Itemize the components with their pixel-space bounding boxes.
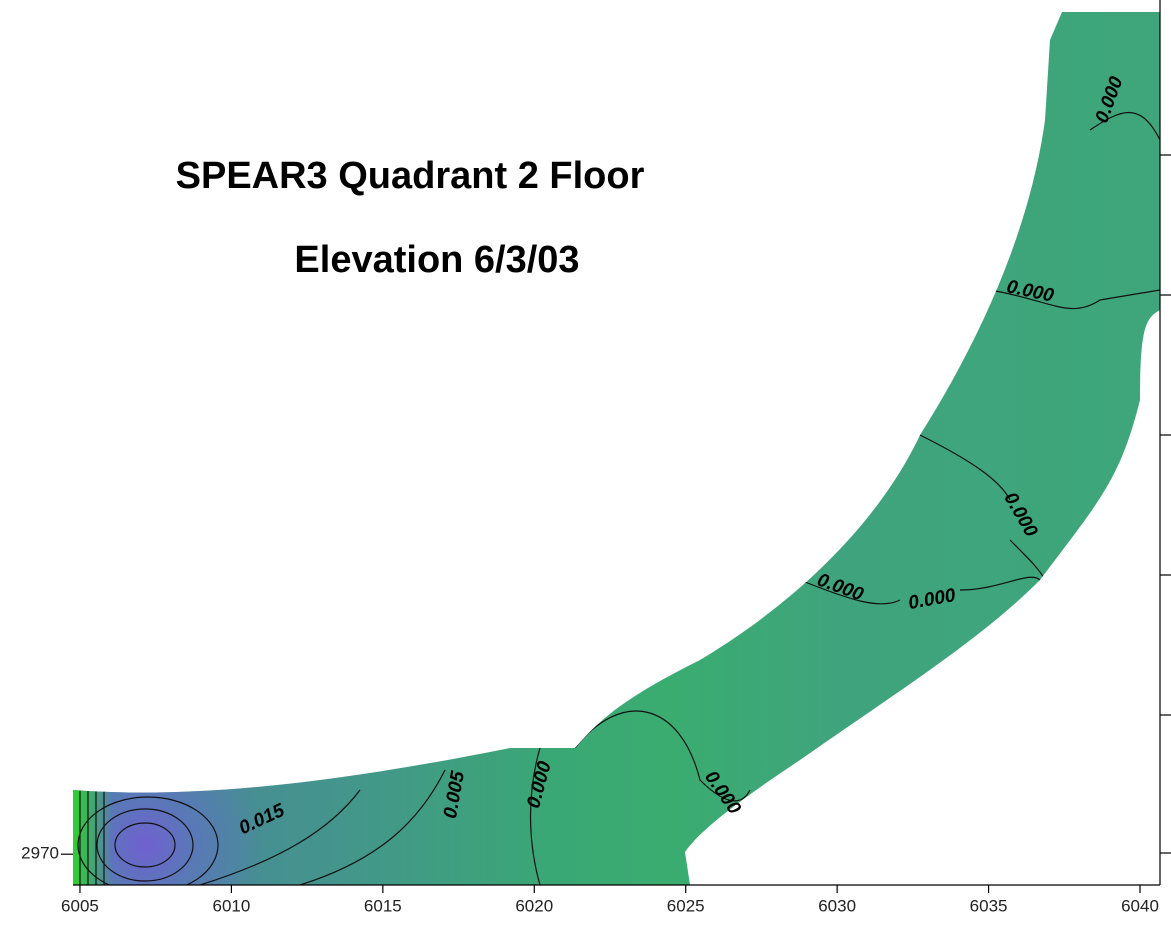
right-ticks [1160, 154, 1171, 854]
x-tick-label: 6025 [667, 896, 705, 915]
x-tick-label: 6015 [364, 896, 402, 915]
chart-title: SPEAR3 Quadrant 2 Floor [176, 155, 645, 197]
x-tick-label: 6020 [515, 896, 553, 915]
x-tick-label: 6030 [818, 896, 856, 915]
x-tick-label: 6010 [212, 896, 250, 915]
x-tick-label: 6035 [970, 896, 1008, 915]
x-tick-label: 6040 [1121, 896, 1159, 915]
contour-field [73, 12, 1160, 885]
y-tick-label: 2970 [21, 844, 59, 863]
x-tick-label: 6005 [61, 896, 99, 915]
chart-subtitle: Elevation 6/3/03 [294, 239, 579, 281]
